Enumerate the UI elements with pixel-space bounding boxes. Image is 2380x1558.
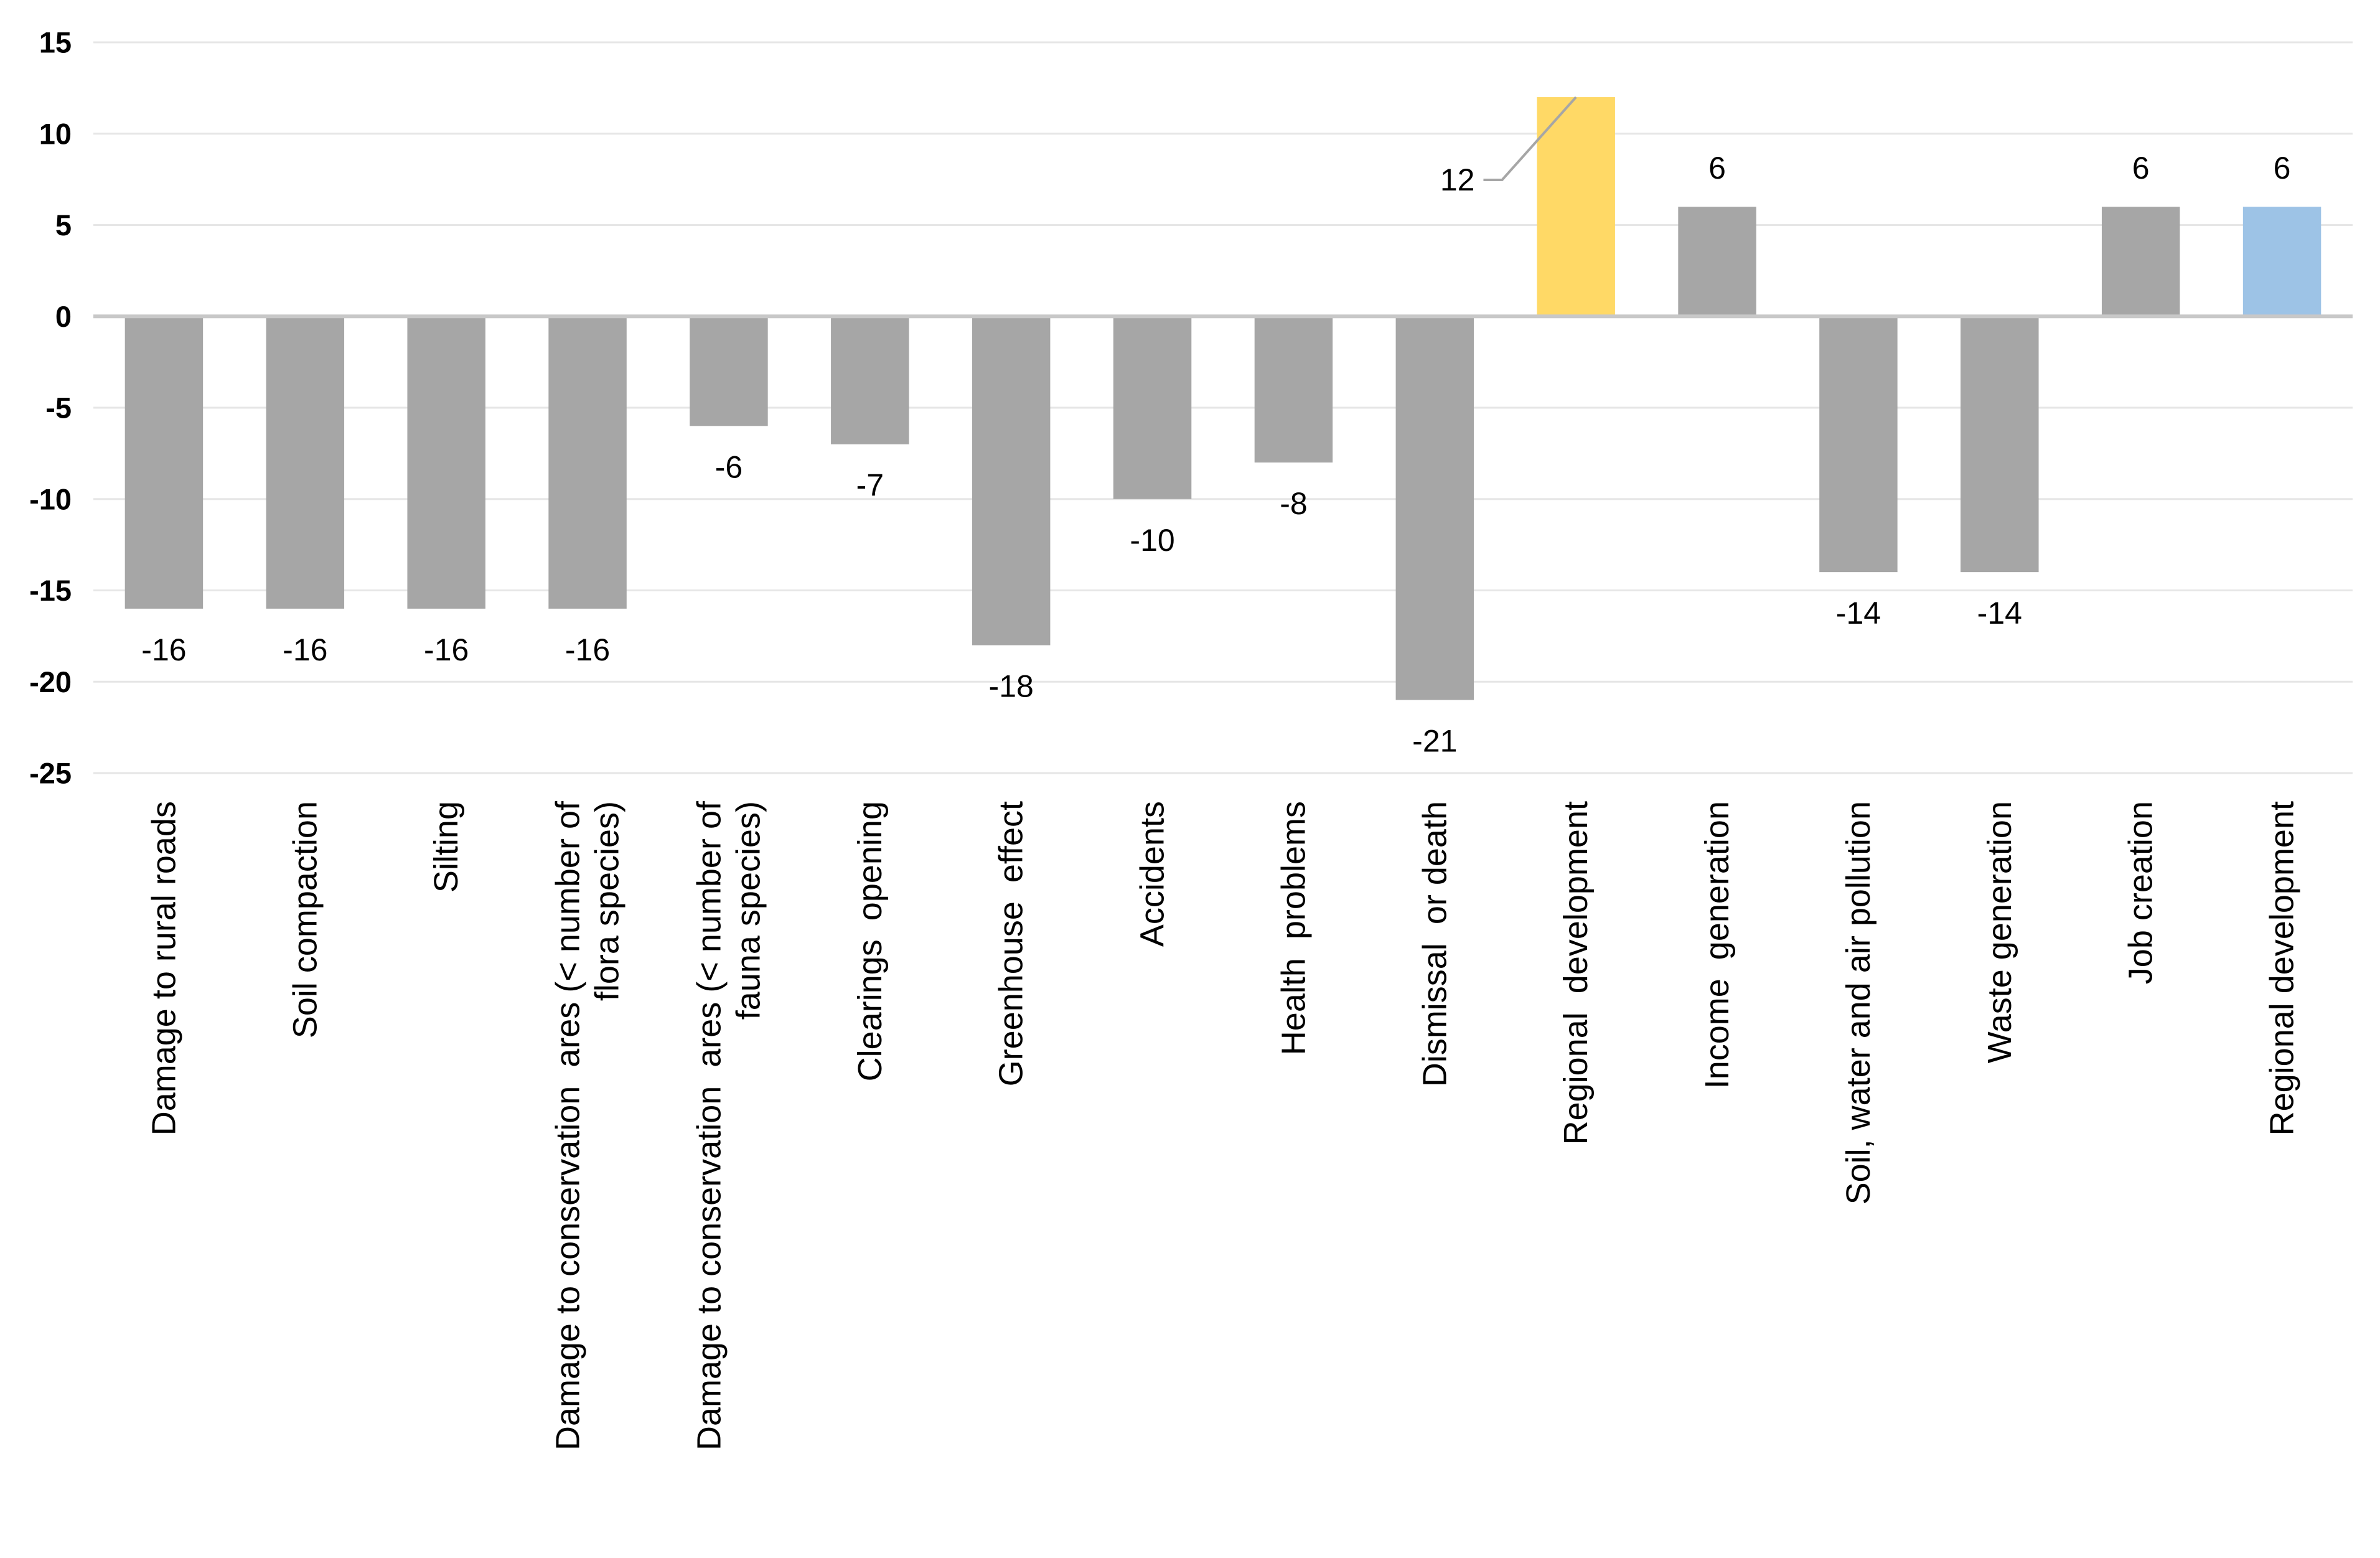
y-tick-label: -15 <box>29 574 72 607</box>
y-axis-tick-labels: 15 10 5 0 -5 -10 -15 -20 -25 <box>29 26 72 790</box>
y-tick-label: -10 <box>29 482 72 515</box>
x-tick-label: Regional development <box>1557 801 1595 1145</box>
data-label: -7 <box>856 468 884 503</box>
y-tick-label: 10 <box>39 117 72 150</box>
x-tick-label: Silting <box>428 801 465 893</box>
x-tick-label: Greenhouse effect <box>993 801 1030 1086</box>
y-tick-label: -5 <box>45 392 72 425</box>
bar <box>1819 316 1898 573</box>
data-label: -16 <box>141 632 186 667</box>
bar <box>690 316 768 426</box>
bar <box>548 316 627 609</box>
x-tick-label: Damage to rural roads <box>145 801 182 1135</box>
bar <box>972 316 1051 645</box>
x-tick-label: Damage to conservation ares (< number of <box>690 800 728 1450</box>
data-label: -21 <box>1412 724 1457 759</box>
data-label: 6 <box>2132 151 2150 185</box>
y-tick-label: -25 <box>29 757 72 790</box>
x-tick-label: Waste generation <box>1981 801 2018 1063</box>
bar <box>2242 207 2321 317</box>
bar <box>1395 316 1474 700</box>
x-axis-tick-labels: Damage to rural roads Soil compaction Silt… <box>145 800 2300 1450</box>
bar <box>831 316 909 444</box>
x-tick-label: Job creation <box>2122 801 2160 984</box>
y-tick-label: 0 <box>55 300 72 333</box>
x-tick-label: fauna species) <box>729 801 767 1020</box>
x-tick-label: Accidents <box>1134 801 1171 947</box>
data-label: 6 <box>2274 151 2291 185</box>
bars <box>124 97 2321 700</box>
bar <box>407 316 485 609</box>
data-label: -16 <box>283 632 327 667</box>
x-tick-label: Dismissal or death <box>1416 801 1453 1087</box>
data-label: -18 <box>989 669 1034 704</box>
y-tick-label: 5 <box>55 209 72 242</box>
bar <box>1254 316 1333 463</box>
x-tick-label: Soil, water and air pollution <box>1840 801 1877 1204</box>
data-label: -16 <box>565 632 610 667</box>
bar <box>1113 316 1192 499</box>
bar <box>266 316 345 609</box>
y-tick-label: -20 <box>29 665 72 698</box>
bar <box>1678 207 1756 317</box>
data-label: -10 <box>1130 523 1174 558</box>
y-tick-label: 15 <box>39 26 72 59</box>
leader-line <box>1483 96 1577 182</box>
data-labels: -16 -16 -16 -16 -6 -7 -18 -10 -8 -21 12 6 -14 -14 6 6 <box>141 96 2291 759</box>
bar <box>1537 97 1615 317</box>
data-label: 6 <box>1708 151 1726 185</box>
x-tick-label: Damage to conservation ares (< number of <box>550 800 587 1450</box>
bar <box>1961 316 2039 573</box>
x-tick-label: Soil compaction <box>286 801 324 1038</box>
data-label: -14 <box>1836 596 1881 631</box>
data-label: 12 <box>1440 162 1475 197</box>
data-label: -16 <box>424 632 469 667</box>
x-tick-label: Regional development <box>2264 801 2301 1135</box>
x-tick-label: flora species) <box>589 801 626 1001</box>
bar <box>2101 207 2180 317</box>
x-tick-label: Health problems <box>1275 801 1312 1055</box>
x-tick-label: Clearings opening <box>851 801 889 1081</box>
data-label: -6 <box>715 449 743 484</box>
bar <box>124 316 204 609</box>
x-tick-label: Income generation <box>1698 801 1736 1089</box>
data-label: -14 <box>1977 596 2022 631</box>
data-label: -8 <box>1280 486 1307 521</box>
